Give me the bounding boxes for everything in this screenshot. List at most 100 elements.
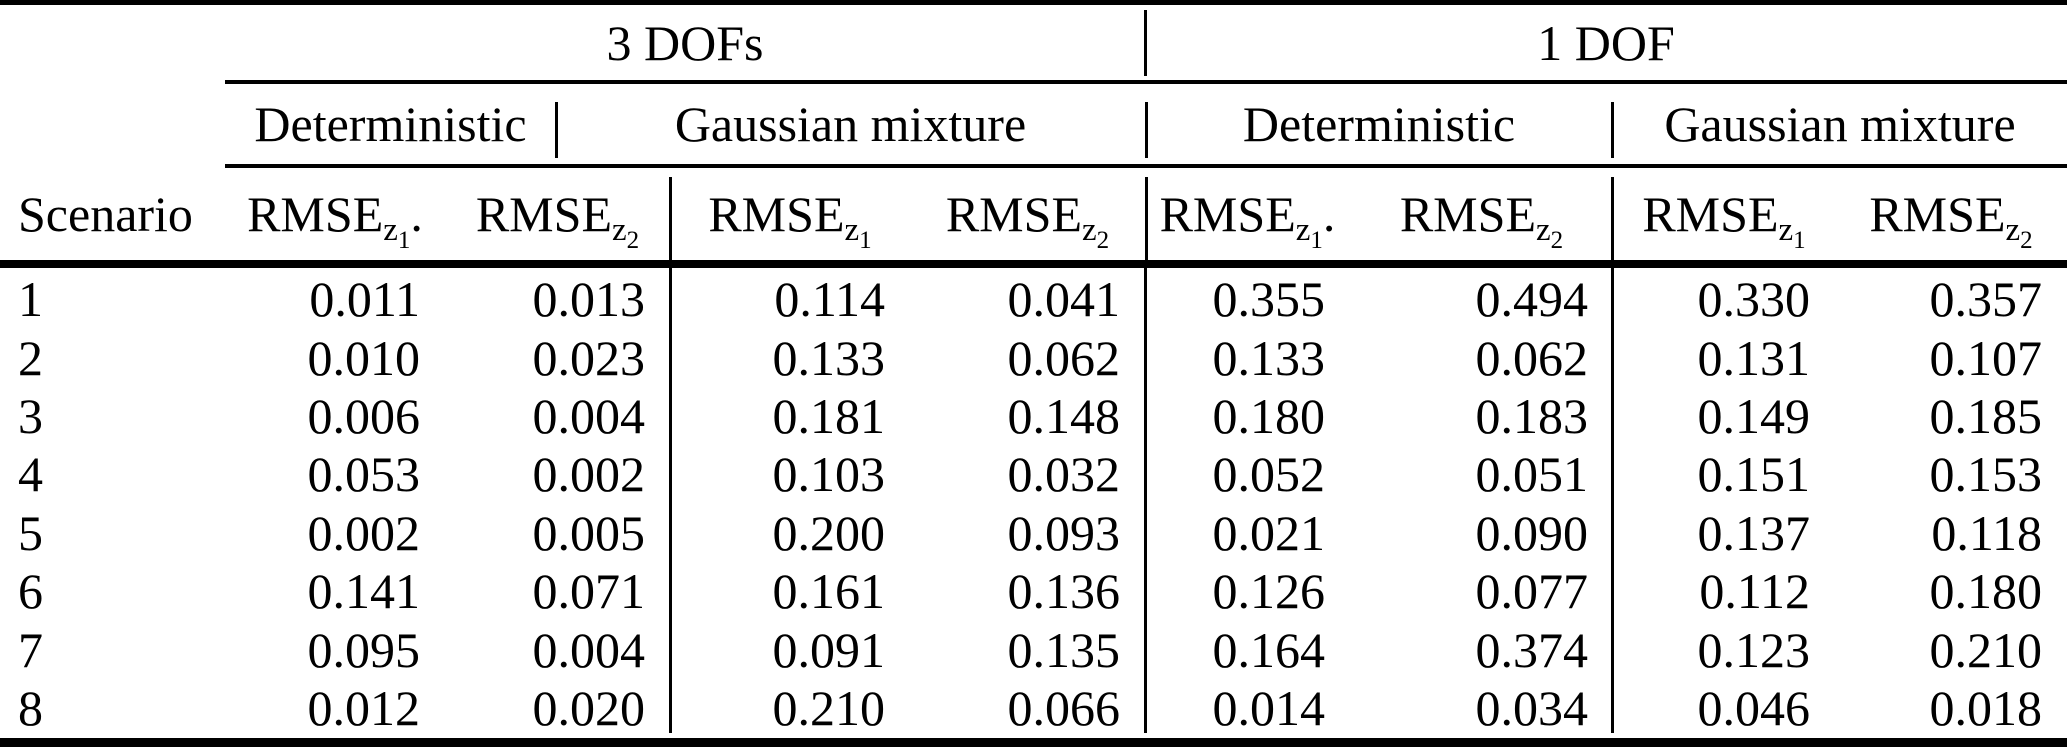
rmse-value-cell: 0.021 [1212,504,1326,561]
scenario-cell: 7 [18,621,43,678]
top-rule [0,0,2067,5]
rmse-subsubscript: 2 [2020,227,2033,254]
rmse-base: RMSE [1869,186,2006,242]
column-divider [1145,102,1148,158]
rmse-value-cell: 0.118 [1931,504,2042,561]
bottom-rule [0,738,2067,747]
rmse-value-cell: 0.153 [1929,446,2043,503]
rmse-column-header: RMSEz1. [225,186,445,253]
rmse-value-cell: 0.123 [1697,621,1811,678]
rmse-column-header: RMSEz2 [910,186,1145,253]
rmse-base: RMSE [1399,186,1536,242]
rmse-value-cell: 0.095 [307,621,421,678]
rmse-value-cell: 0.091 [772,621,886,678]
rmse-value-cell: 0.018 [1929,679,2043,736]
rmse-subsubscript: 2 [1096,227,1110,254]
rmse-value-cell: 0.149 [1697,387,1811,444]
column-divider [555,102,558,158]
column-header-row: Scenario RMSEz1. RMSEz2 RMSEz1 RMSEz2 RMSEz1.… [0,168,2067,260]
rmse-base: RMSE [708,186,845,242]
column-divider [1611,177,1614,260]
rmse-column-header: RMSEz2 [1835,186,2067,253]
rmse-value-cell: 0.051 [1475,446,1589,503]
rmse-value-cell: 0.034 [1475,679,1589,736]
method-header-deterministic-3dofs: Deterministic [254,96,527,152]
rmse-value-cell: 0.052 [1212,446,1326,503]
table-row: 3 0.006 0.004 0.181 0.148 0.180 0.183 0.149 0.18… [0,387,2067,445]
rmse-subsubscript: 1 [1310,227,1323,254]
rmse-value-cell: 0.112 [1699,563,1810,620]
rmse-value-cell: 0.005 [532,504,646,561]
rmse-value-cell: 0.041 [1007,271,1121,328]
rmse-value-cell: 0.046 [1697,679,1811,736]
rmse-value-cell: 0.062 [1475,329,1589,386]
scenario-header: Scenario [18,186,193,242]
rmse-base: RMSE [1159,186,1296,242]
rmse-base: RMSE [1642,186,1779,242]
rmse-value-cell: 0.077 [1475,563,1589,620]
column-divider [1611,102,1614,158]
column-divider [1611,268,1614,733]
rmse-value-cell: 0.020 [532,679,646,736]
rmse-suffix: . [1322,186,1336,242]
rmse-value-cell: 0.164 [1212,621,1326,678]
rmse-value-cell: 0.093 [1007,504,1121,561]
rmse-value-cell: 0.071 [532,563,646,620]
method-header-deterministic-1dof: Deterministic [1242,96,1516,152]
rmse-value-cell: 0.181 [772,387,886,444]
rmse-value-cell: 0.103 [772,446,886,503]
rmse-value-cell: 0.002 [307,504,421,561]
header-body-rule [0,260,2067,268]
rmse-value-cell: 0.114 [774,271,885,328]
rmse-value-cell: 0.006 [307,387,421,444]
rmse-value-cell: 0.066 [1007,679,1121,736]
rmse-value-cell: 0.137 [1697,504,1811,561]
rmse-subscript: z [1295,212,1311,248]
rmse-value-cell: 0.148 [1007,387,1121,444]
rmse-value-cell: 0.494 [1475,271,1589,328]
rmse-value-cell: 0.355 [1212,271,1326,328]
column-divider [1144,10,1147,76]
rmse-value-cell: 0.374 [1475,621,1589,678]
table-row: 4 0.053 0.002 0.103 0.032 0.052 0.051 0.151 0.15… [0,445,2067,503]
rmse-column-header: RMSEz2 [445,189,670,253]
table-row: 5 0.002 0.005 0.200 0.093 0.021 0.090 0.137 0.11… [0,504,2067,562]
rmse-value-cell: 0.210 [1929,621,2043,678]
rmse-value-cell: 0.131 [1697,329,1811,386]
rmse-base: RMSE [945,186,1082,242]
group-header-row: 3 DOFs 1 DOF [0,5,2067,80]
rmse-subsubscript: 2 [1550,227,1564,254]
rmse-subscript: z [612,212,627,248]
rmse-subsubscript: 1 [1793,227,1806,254]
rmse-value-cell: 0.011 [309,271,420,328]
method-header-row: Deterministic Gaussian mixture Determini… [0,84,2067,164]
scenario-cell: 5 [18,504,43,561]
scenario-cell: 3 [18,387,43,444]
rmse-value-cell: 0.180 [1929,563,2043,620]
method-header-rule [225,164,2067,168]
table-row: 2 0.010 0.023 0.133 0.062 0.133 0.062 0.131 0.10… [0,328,2067,386]
column-divider [1144,268,1147,733]
rmse-value-cell: 0.002 [532,446,646,503]
rmse-value-cell: 0.185 [1929,387,2043,444]
method-header-gaussian-mixture-1dof: Gaussian mixture [1664,96,2016,152]
rmse-subscript: z [1536,212,1551,248]
rmse-value-cell: 0.004 [532,387,646,444]
rmse-value-cell: 0.004 [532,621,646,678]
rmse-subscript: z [1082,212,1097,248]
scenario-cell: 2 [18,329,43,386]
table-row: 6 0.141 0.071 0.161 0.136 0.126 0.077 0.112 0.18… [0,562,2067,620]
rmse-value-cell: 0.136 [1007,563,1121,620]
rmse-value-cell: 0.023 [532,329,646,386]
rmse-column-header: RMSEz1 [1613,186,1835,253]
rmse-suffix: . [410,186,423,242]
rmse-value-cell: 0.200 [772,504,886,561]
rmse-value-cell: 0.053 [307,446,421,503]
rmse-value-cell: 0.012 [307,679,421,736]
rmse-value-cell: 0.010 [307,329,421,386]
rmse-subscript: z [844,212,860,248]
rmse-value-cell: 0.126 [1212,563,1326,620]
rmse-value-cell: 0.032 [1007,446,1121,503]
rmse-subscript: z [1778,212,1794,248]
